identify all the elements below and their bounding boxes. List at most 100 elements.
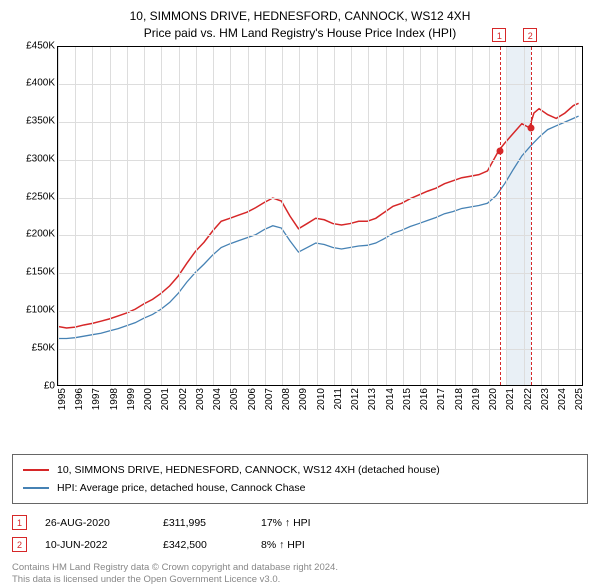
x-tick-label: 2004 (212, 388, 223, 410)
grid-line (541, 47, 542, 385)
grid-line (351, 47, 352, 385)
title-line-1: 10, SIMMONS DRIVE, HEDNESFORD, CANNOCK, … (12, 8, 588, 25)
x-tick-label: 2008 (281, 388, 292, 410)
x-tick-label: 1996 (74, 388, 85, 410)
marker-flag: 2 (523, 28, 537, 42)
grid-line (179, 47, 180, 385)
legend-row: 10, SIMMONS DRIVE, HEDNESFORD, CANNOCK, … (23, 461, 577, 479)
y-tick-label: £250K (26, 191, 55, 202)
transaction-date: 10-JUN-2022 (45, 539, 145, 551)
y-tick-label: £350K (26, 116, 55, 127)
x-tick-label: 2010 (316, 388, 327, 410)
legend-label: 10, SIMMONS DRIVE, HEDNESFORD, CANNOCK, … (57, 464, 440, 476)
x-tick-label: 2000 (143, 388, 154, 410)
transaction-delta: 17% ↑ HPI (261, 517, 341, 529)
legend-label: HPI: Average price, detached house, Cann… (57, 482, 305, 494)
grid-line (75, 47, 76, 385)
grid-line (58, 47, 59, 385)
x-tick-label: 2001 (160, 388, 171, 410)
x-tick-label: 2002 (178, 388, 189, 410)
grid-line (265, 47, 266, 385)
grid-line (472, 47, 473, 385)
transaction-row: 2 10-JUN-2022 £342,500 8% ↑ HPI (12, 534, 588, 556)
legend-swatch (23, 469, 49, 471)
x-tick-label: 2014 (385, 388, 396, 410)
transactions-list: 126-AUG-2020£311,99517% ↑ HPI210-JUN-202… (12, 512, 588, 556)
grid-line (213, 47, 214, 385)
x-tick-label: 2018 (454, 388, 465, 410)
grid-line (248, 47, 249, 385)
grid-line (506, 47, 507, 385)
x-tick-label: 2003 (195, 388, 206, 410)
event-line (500, 47, 501, 385)
grid-line (58, 160, 582, 161)
y-tick-label: £50K (32, 342, 55, 353)
grid-line (524, 47, 525, 385)
y-tick-label: £0 (44, 380, 55, 391)
transaction-price: £342,500 (163, 539, 243, 551)
legend-box: 10, SIMMONS DRIVE, HEDNESFORD, CANNOCK, … (12, 454, 588, 504)
copyright-text: Contains HM Land Registry data © Crown c… (12, 562, 588, 586)
x-tick-label: 2022 (523, 388, 534, 410)
x-tick-label: 2009 (298, 388, 309, 410)
grid-line (455, 47, 456, 385)
y-axis: £0£50K£100K£150K£200K£250K£300K£350K£400… (12, 46, 57, 386)
grid-line (92, 47, 93, 385)
grid-line (368, 47, 369, 385)
grid-line (334, 47, 335, 385)
grid-line (386, 47, 387, 385)
grid-line (161, 47, 162, 385)
grid-line (58, 84, 582, 85)
y-tick-label: £100K (26, 305, 55, 316)
grid-line (58, 311, 582, 312)
grid-line (58, 273, 582, 274)
sale-dot (497, 147, 504, 154)
transaction-date: 26-AUG-2020 (45, 517, 145, 529)
grid-line (230, 47, 231, 385)
x-tick-label: 2011 (333, 388, 344, 410)
x-tick-label: 2023 (540, 388, 551, 410)
grid-line (317, 47, 318, 385)
copyright-line-1: Contains HM Land Registry data © Crown c… (12, 562, 588, 574)
x-tick-label: 2007 (264, 388, 275, 410)
transaction-flag: 1 (12, 515, 27, 530)
grid-line (299, 47, 300, 385)
grid-line (58, 198, 582, 199)
transaction-row: 126-AUG-2020£311,99517% ↑ HPI (12, 512, 588, 534)
grid-line (489, 47, 490, 385)
x-tick-label: 2013 (367, 388, 378, 410)
transaction-flag: 2 (12, 537, 27, 552)
x-tick-label: 1998 (109, 388, 120, 410)
y-tick-label: £150K (26, 267, 55, 278)
transaction-delta: 8% ↑ HPI (261, 539, 341, 551)
grid-line (575, 47, 576, 385)
grid-line (58, 235, 582, 236)
chart-area: £0£50K£100K£150K£200K£250K£300K£350K£400… (12, 46, 588, 416)
grid-line (558, 47, 559, 385)
grid-line (58, 122, 582, 123)
y-tick-label: £300K (26, 153, 55, 164)
grid-line (58, 349, 582, 350)
legend-row: HPI: Average price, detached house, Cann… (23, 479, 577, 497)
grid-line (420, 47, 421, 385)
grid-line (110, 47, 111, 385)
x-tick-label: 1997 (91, 388, 102, 410)
x-tick-label: 2025 (574, 388, 585, 410)
plot-box (57, 46, 583, 386)
plot-svg (58, 47, 582, 385)
x-tick-label: 2021 (505, 388, 516, 410)
y-tick-label: £200K (26, 229, 55, 240)
x-tick-label: 2020 (488, 388, 499, 410)
x-tick-label: 2015 (402, 388, 413, 410)
sale-dot (528, 124, 535, 131)
x-tick-label: 2024 (557, 388, 568, 410)
x-tick-label: 2016 (419, 388, 430, 410)
grid-line (196, 47, 197, 385)
marker-flag: 1 (492, 28, 506, 42)
legend-swatch (23, 487, 49, 489)
y-tick-label: £450K (26, 40, 55, 51)
event-line (531, 47, 532, 385)
x-tick-label: 1995 (57, 388, 68, 410)
copyright-line-2: This data is licensed under the Open Gov… (12, 574, 588, 586)
x-tick-label: 2005 (229, 388, 240, 410)
